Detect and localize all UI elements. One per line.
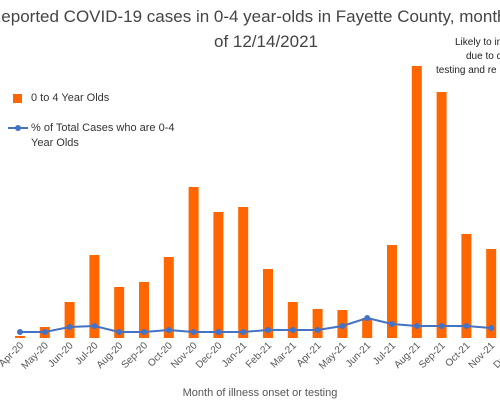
line-marker <box>165 327 172 333</box>
x-tick-label: Mar-21 <box>269 340 299 370</box>
x-tick-label: Feb-21 <box>244 340 274 370</box>
line-marker <box>289 327 296 333</box>
bar <box>486 249 497 338</box>
bar <box>238 207 249 338</box>
annotation: due to d <box>466 51 500 62</box>
line-marker <box>438 323 445 329</box>
bar <box>312 309 323 338</box>
line-marker <box>463 323 470 329</box>
annotation: Likely to in <box>455 37 500 48</box>
bar <box>213 212 224 338</box>
bar <box>163 257 174 338</box>
bar <box>461 234 472 338</box>
line-marker <box>314 327 321 333</box>
x-tick-label: Jun-20 <box>46 340 76 370</box>
x-tick-label: May-21 <box>317 340 349 372</box>
line-marker <box>141 329 147 335</box>
bar <box>114 287 125 338</box>
line-marker <box>17 329 23 335</box>
x-tick-label: Dec-20 <box>194 340 225 371</box>
legend-swatch <box>13 94 22 103</box>
line-marker <box>116 329 123 335</box>
bar <box>89 255 100 338</box>
line-marker <box>240 329 247 335</box>
line-marker <box>364 315 371 321</box>
bar <box>436 92 447 338</box>
legend-label: % of Total Cases who are 0-4 Year Olds <box>31 122 175 149</box>
x-tick-label: Jun-21 <box>344 340 374 370</box>
bar <box>287 302 298 338</box>
x-tick-label: Nov-20 <box>169 340 200 371</box>
line <box>20 316 492 333</box>
bar <box>15 336 25 338</box>
x-tick-label: Nov-21 <box>467 340 498 371</box>
line-marker <box>215 329 222 335</box>
bar <box>64 302 75 338</box>
x-tick-label: Sep-20 <box>120 340 151 371</box>
line-marker <box>190 329 197 335</box>
line-marker <box>413 323 420 329</box>
chart-title: Reported COVID-19 cases in 0-4 year-olds… <box>0 7 500 26</box>
bar <box>411 66 422 338</box>
x-tick-label: Aug-21 <box>392 340 423 371</box>
bar <box>263 269 273 338</box>
bar <box>362 318 373 338</box>
line-marker <box>339 323 346 329</box>
line-marker <box>265 327 271 333</box>
line-marker <box>66 324 73 330</box>
line-marker <box>389 321 395 327</box>
line-marker <box>91 323 98 329</box>
x-tick-label: Aug-20 <box>95 340 126 371</box>
line-marker <box>488 325 495 331</box>
chart-title: of 12/14/2021 <box>214 32 318 51</box>
x-axis-title: Month of illness onset or testing <box>183 387 338 399</box>
legend-marker <box>15 125 21 131</box>
x-tick-label: Sep-21 <box>417 340 448 371</box>
bar <box>387 245 397 338</box>
x-tick-label: May-20 <box>20 340 52 372</box>
line-marker <box>41 329 48 335</box>
bar <box>139 282 149 338</box>
legend-label: 0 to 4 Year Olds <box>31 92 110 104</box>
annotation: testing and re <box>436 65 497 76</box>
bar <box>188 187 199 338</box>
